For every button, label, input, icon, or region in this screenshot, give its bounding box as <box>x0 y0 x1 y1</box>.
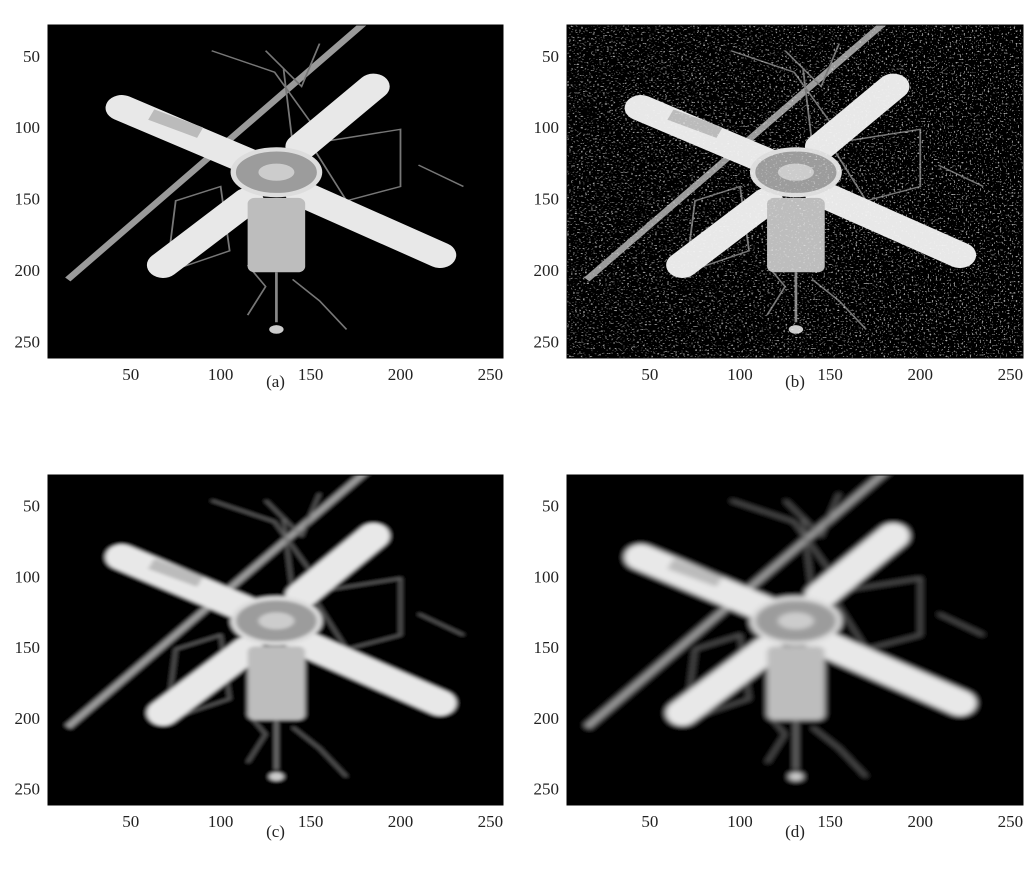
y-tick-label: 100 <box>15 118 41 137</box>
y-tick-label: 150 <box>534 638 560 657</box>
y-tick-label: 250 <box>534 333 560 352</box>
x-tick-label: 150 <box>298 365 324 384</box>
y-tick-label: 250 <box>15 333 41 352</box>
image <box>542 0 1033 401</box>
y-tick-label: 100 <box>534 567 560 586</box>
x-tick-label: 250 <box>998 812 1024 831</box>
x-tick-label: 100 <box>208 812 234 831</box>
panel: 50 100 150 200 250 50 100 150 200 250 (b) <box>534 0 1033 401</box>
y-tick-label: 250 <box>15 780 41 799</box>
y-tick-label: 200 <box>534 261 560 280</box>
y-tick-label: 100 <box>15 567 41 586</box>
y-tick-label: 50 <box>23 47 40 66</box>
image <box>542 423 1033 848</box>
x-tick-label: 100 <box>727 365 753 384</box>
panel: 50 100 150 200 250 50 100 150 200 250 (c) <box>15 423 563 848</box>
y-tick-label: 150 <box>534 190 560 209</box>
x-tick-label: 200 <box>388 812 414 831</box>
x-tick-label: 250 <box>478 812 504 831</box>
x-tick-label: 50 <box>641 365 658 384</box>
x-tick-label: 100 <box>727 812 753 831</box>
y-tick-label: 150 <box>15 190 41 209</box>
panel: 50 100 150 200 250 50 100 150 200 250 (d) <box>534 423 1033 848</box>
y-tick-label: 250 <box>534 780 560 799</box>
x-tick-label: 150 <box>298 812 324 831</box>
y-tick-label: 150 <box>15 638 41 657</box>
y-tick-label: 50 <box>542 47 559 66</box>
x-tick-label: 200 <box>908 365 934 384</box>
x-tick-label: 250 <box>478 365 504 384</box>
caption: (a) <box>266 372 285 391</box>
y-tick-label: 200 <box>534 709 560 728</box>
x-tick-label: 100 <box>208 365 234 384</box>
x-tick-label: 200 <box>908 812 934 831</box>
x-tick-label: 50 <box>122 365 139 384</box>
x-tick-label: 250 <box>998 365 1024 384</box>
x-tick-label: 150 <box>817 812 843 831</box>
y-tick-label: 50 <box>542 496 559 515</box>
x-tick-label: 50 <box>641 812 658 831</box>
y-tick-label: 100 <box>534 118 560 137</box>
caption: (b) <box>785 372 805 391</box>
image <box>23 0 563 401</box>
x-tick-label: 50 <box>122 812 139 831</box>
x-tick-label: 200 <box>388 365 414 384</box>
panel: 50 100 150 200 250 50 100 150 200 250 (a) <box>15 0 563 401</box>
y-tick-label: 200 <box>15 709 41 728</box>
y-tick-label: 200 <box>15 261 41 280</box>
x-tick-label: 150 <box>817 365 843 384</box>
y-tick-label: 50 <box>23 496 40 515</box>
caption: (c) <box>266 822 285 841</box>
caption: (d) <box>785 822 805 841</box>
image <box>23 423 563 848</box>
